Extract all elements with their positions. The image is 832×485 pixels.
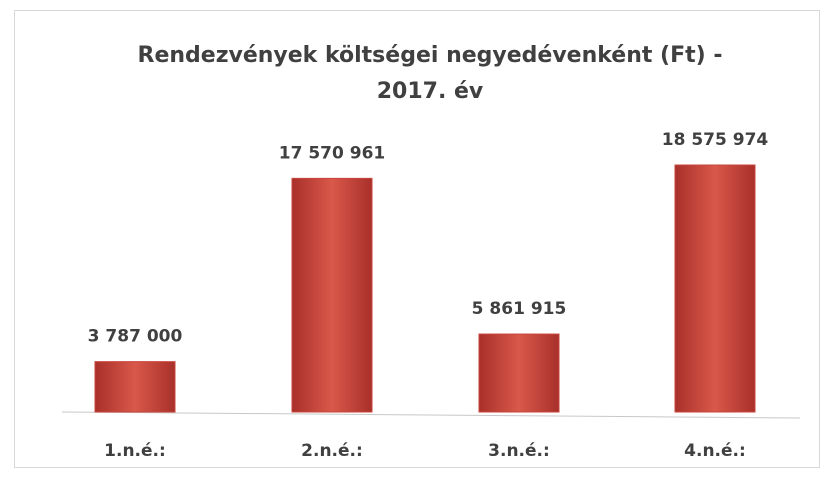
value-label: 17 570 961 <box>279 143 385 163</box>
x-tick-label: 2.n.é.: <box>301 441 363 461</box>
chart-frame <box>14 10 820 468</box>
bar <box>478 333 560 413</box>
value-label: 18 575 974 <box>662 130 769 150</box>
value-label: 5 861 915 <box>472 299 567 319</box>
chart-title: Rendezvények költségei negyedévenként (F… <box>137 43 723 104</box>
bar <box>674 164 756 413</box>
value-label: 3 787 000 <box>88 327 183 347</box>
bar <box>94 361 176 413</box>
bar <box>291 177 373 413</box>
x-tick-label: 1.n.é.: <box>104 441 166 461</box>
baseline <box>61 411 801 419</box>
x-tick-label: 3.n.é.: <box>488 441 550 461</box>
x-tick-label: 4.n.é.: <box>684 441 746 461</box>
